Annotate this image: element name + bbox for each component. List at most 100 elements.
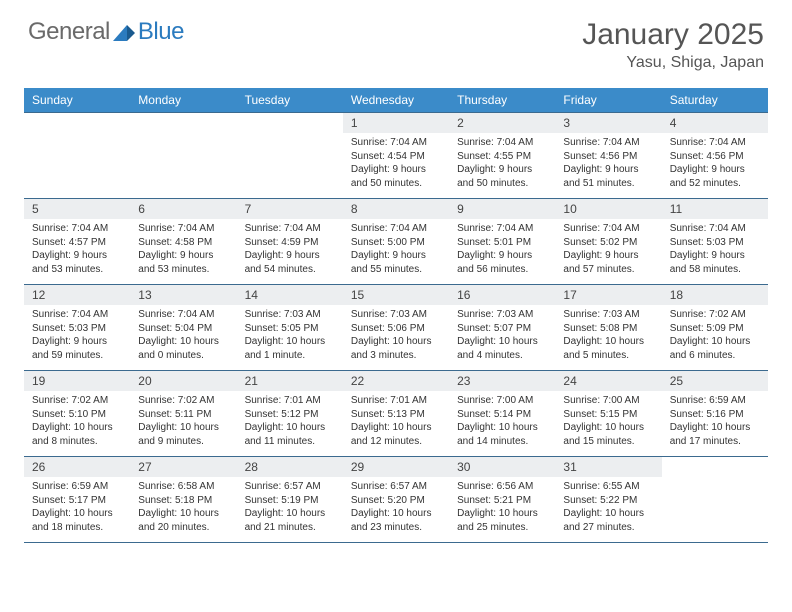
- day-details: Sunrise: 6:57 AMSunset: 5:20 PMDaylight:…: [343, 477, 449, 538]
- day-number: 5: [24, 199, 130, 219]
- day-details: Sunrise: 6:55 AMSunset: 5:22 PMDaylight:…: [555, 477, 661, 538]
- day-number: 17: [555, 285, 661, 305]
- calendar-day-cell: 26Sunrise: 6:59 AMSunset: 5:17 PMDayligh…: [24, 457, 130, 543]
- day-number: 18: [662, 285, 768, 305]
- day-number: 28: [237, 457, 343, 477]
- calendar-week-row: 19Sunrise: 7:02 AMSunset: 5:10 PMDayligh…: [24, 371, 768, 457]
- calendar-day-cell: 14Sunrise: 7:03 AMSunset: 5:05 PMDayligh…: [237, 285, 343, 371]
- day-number: 23: [449, 371, 555, 391]
- day-details: Sunrise: 7:03 AMSunset: 5:05 PMDaylight:…: [237, 305, 343, 366]
- calendar-week-row: 5Sunrise: 7:04 AMSunset: 4:57 PMDaylight…: [24, 199, 768, 285]
- day-details: Sunrise: 7:02 AMSunset: 5:10 PMDaylight:…: [24, 391, 130, 452]
- calendar-day-cell: 25Sunrise: 6:59 AMSunset: 5:16 PMDayligh…: [662, 371, 768, 457]
- calendar-day-cell: 17Sunrise: 7:03 AMSunset: 5:08 PMDayligh…: [555, 285, 661, 371]
- day-number: 20: [130, 371, 236, 391]
- day-details: Sunrise: 7:01 AMSunset: 5:13 PMDaylight:…: [343, 391, 449, 452]
- calendar-day-cell: 10Sunrise: 7:04 AMSunset: 5:02 PMDayligh…: [555, 199, 661, 285]
- day-number: 7: [237, 199, 343, 219]
- day-number: 11: [662, 199, 768, 219]
- header: General Blue January 2025 Yasu, Shiga, J…: [0, 0, 792, 80]
- day-number: 19: [24, 371, 130, 391]
- day-details: Sunrise: 7:04 AMSunset: 4:55 PMDaylight:…: [449, 133, 555, 194]
- weekday-header-row: SundayMondayTuesdayWednesdayThursdayFrid…: [24, 88, 768, 113]
- calendar-week-row: ......1Sunrise: 7:04 AMSunset: 4:54 PMDa…: [24, 113, 768, 199]
- day-number: 2: [449, 113, 555, 133]
- day-details: Sunrise: 7:04 AMSunset: 5:03 PMDaylight:…: [662, 219, 768, 280]
- day-number: 25: [662, 371, 768, 391]
- calendar-day-cell: 4Sunrise: 7:04 AMSunset: 4:56 PMDaylight…: [662, 113, 768, 199]
- calendar-table: SundayMondayTuesdayWednesdayThursdayFrid…: [24, 88, 768, 543]
- logo-triangle-icon: [113, 23, 135, 41]
- calendar-day-cell: 12Sunrise: 7:04 AMSunset: 5:03 PMDayligh…: [24, 285, 130, 371]
- weekday-header: Tuesday: [237, 88, 343, 113]
- calendar-day-cell: 15Sunrise: 7:03 AMSunset: 5:06 PMDayligh…: [343, 285, 449, 371]
- calendar-week-row: 12Sunrise: 7:04 AMSunset: 5:03 PMDayligh…: [24, 285, 768, 371]
- calendar-day-cell: ..: [24, 113, 130, 199]
- day-details: Sunrise: 7:04 AMSunset: 4:56 PMDaylight:…: [662, 133, 768, 194]
- day-details: Sunrise: 6:59 AMSunset: 5:17 PMDaylight:…: [24, 477, 130, 538]
- day-number: 1: [343, 113, 449, 133]
- weekday-header: Wednesday: [343, 88, 449, 113]
- day-number: 10: [555, 199, 661, 219]
- day-number: 3: [555, 113, 661, 133]
- day-details: Sunrise: 7:03 AMSunset: 5:06 PMDaylight:…: [343, 305, 449, 366]
- weekday-header: Monday: [130, 88, 236, 113]
- calendar-day-cell: 28Sunrise: 6:57 AMSunset: 5:19 PMDayligh…: [237, 457, 343, 543]
- calendar-day-cell: 7Sunrise: 7:04 AMSunset: 4:59 PMDaylight…: [237, 199, 343, 285]
- day-number: 6: [130, 199, 236, 219]
- calendar-day-cell: 9Sunrise: 7:04 AMSunset: 5:01 PMDaylight…: [449, 199, 555, 285]
- calendar-day-cell: 8Sunrise: 7:04 AMSunset: 5:00 PMDaylight…: [343, 199, 449, 285]
- day-number: 31: [555, 457, 661, 477]
- calendar-day-cell: 3Sunrise: 7:04 AMSunset: 4:56 PMDaylight…: [555, 113, 661, 199]
- day-details: Sunrise: 7:04 AMSunset: 4:59 PMDaylight:…: [237, 219, 343, 280]
- day-number: 30: [449, 457, 555, 477]
- day-number: 8: [343, 199, 449, 219]
- logo: General Blue: [28, 18, 184, 46]
- calendar-day-cell: 18Sunrise: 7:02 AMSunset: 5:09 PMDayligh…: [662, 285, 768, 371]
- day-details: Sunrise: 7:04 AMSunset: 5:04 PMDaylight:…: [130, 305, 236, 366]
- calendar-day-cell: 2Sunrise: 7:04 AMSunset: 4:55 PMDaylight…: [449, 113, 555, 199]
- day-details: Sunrise: 7:03 AMSunset: 5:08 PMDaylight:…: [555, 305, 661, 366]
- calendar-day-cell: 31Sunrise: 6:55 AMSunset: 5:22 PMDayligh…: [555, 457, 661, 543]
- calendar-day-cell: 13Sunrise: 7:04 AMSunset: 5:04 PMDayligh…: [130, 285, 236, 371]
- calendar-day-cell: 21Sunrise: 7:01 AMSunset: 5:12 PMDayligh…: [237, 371, 343, 457]
- calendar-week-row: 26Sunrise: 6:59 AMSunset: 5:17 PMDayligh…: [24, 457, 768, 543]
- calendar-day-cell: ..: [237, 113, 343, 199]
- day-number: 29: [343, 457, 449, 477]
- day-details: Sunrise: 7:02 AMSunset: 5:09 PMDaylight:…: [662, 305, 768, 366]
- day-details: Sunrise: 7:04 AMSunset: 5:00 PMDaylight:…: [343, 219, 449, 280]
- day-details: Sunrise: 7:03 AMSunset: 5:07 PMDaylight:…: [449, 305, 555, 366]
- calendar-day-cell: ..: [130, 113, 236, 199]
- day-details: Sunrise: 7:04 AMSunset: 4:54 PMDaylight:…: [343, 133, 449, 194]
- location: Yasu, Shiga, Japan: [582, 54, 764, 72]
- day-number: 27: [130, 457, 236, 477]
- weekday-header: Sunday: [24, 88, 130, 113]
- day-details: Sunrise: 7:04 AMSunset: 5:03 PMDaylight:…: [24, 305, 130, 366]
- day-number: 15: [343, 285, 449, 305]
- day-details: Sunrise: 7:00 AMSunset: 5:15 PMDaylight:…: [555, 391, 661, 452]
- day-number: 16: [449, 285, 555, 305]
- day-number: 12: [24, 285, 130, 305]
- calendar-day-cell: 16Sunrise: 7:03 AMSunset: 5:07 PMDayligh…: [449, 285, 555, 371]
- title-block: January 2025 Yasu, Shiga, Japan: [582, 18, 764, 72]
- day-details: Sunrise: 7:01 AMSunset: 5:12 PMDaylight:…: [237, 391, 343, 452]
- calendar-day-cell: 1Sunrise: 7:04 AMSunset: 4:54 PMDaylight…: [343, 113, 449, 199]
- day-number: 14: [237, 285, 343, 305]
- calendar-day-cell: 29Sunrise: 6:57 AMSunset: 5:20 PMDayligh…: [343, 457, 449, 543]
- day-number: 26: [24, 457, 130, 477]
- day-details: Sunrise: 7:00 AMSunset: 5:14 PMDaylight:…: [449, 391, 555, 452]
- calendar-day-cell: 30Sunrise: 6:56 AMSunset: 5:21 PMDayligh…: [449, 457, 555, 543]
- calendar-day-cell: 20Sunrise: 7:02 AMSunset: 5:11 PMDayligh…: [130, 371, 236, 457]
- calendar-body: ......1Sunrise: 7:04 AMSunset: 4:54 PMDa…: [24, 113, 768, 543]
- day-details: Sunrise: 7:04 AMSunset: 4:58 PMDaylight:…: [130, 219, 236, 280]
- weekday-header: Thursday: [449, 88, 555, 113]
- calendar-day-cell: 27Sunrise: 6:58 AMSunset: 5:18 PMDayligh…: [130, 457, 236, 543]
- weekday-header: Friday: [555, 88, 661, 113]
- day-details: Sunrise: 6:56 AMSunset: 5:21 PMDaylight:…: [449, 477, 555, 538]
- calendar-day-cell: 23Sunrise: 7:00 AMSunset: 5:14 PMDayligh…: [449, 371, 555, 457]
- day-details: Sunrise: 7:04 AMSunset: 4:57 PMDaylight:…: [24, 219, 130, 280]
- calendar-day-cell: 24Sunrise: 7:00 AMSunset: 5:15 PMDayligh…: [555, 371, 661, 457]
- day-details: Sunrise: 6:58 AMSunset: 5:18 PMDaylight:…: [130, 477, 236, 538]
- day-number: 4: [662, 113, 768, 133]
- calendar-day-cell: ..: [662, 457, 768, 543]
